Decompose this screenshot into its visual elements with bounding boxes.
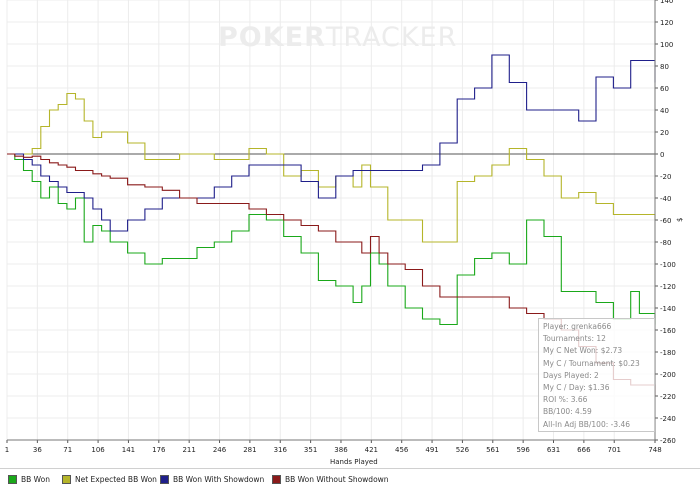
y-tick-label: -160 (660, 327, 676, 335)
series-line-4 (7, 153, 656, 396)
x-tick-label: 561 (486, 446, 499, 454)
x-tick-label: 71 (63, 446, 72, 454)
x-tick-label: 176 (152, 446, 166, 454)
legend: BB Won Net Expected BB Won BB Won With Sho… (0, 468, 700, 496)
tooltip-line: All-In Adj BB/100: -3.46 (543, 419, 631, 429)
x-tick-label: 456 (395, 446, 409, 454)
legend-label: BB Won With Showdown (173, 475, 265, 484)
x-tick-label: 1 (5, 446, 9, 454)
legend-swatch (272, 475, 281, 484)
y-tick-label: -20 (660, 173, 671, 181)
x-tick-label: 106 (91, 446, 105, 454)
legend-label: BB Won Without Showdown (285, 475, 389, 484)
watermark-light: TRACKER (325, 22, 458, 53)
x-tick-label: 36 (33, 446, 42, 454)
tooltip-line: Player: grenka666 (543, 322, 612, 331)
y-tick-label: -100 (660, 261, 676, 269)
x-tick-label: 386 (334, 446, 348, 454)
y-tick-label: 140 (660, 0, 673, 5)
watermark-bold: POKER (218, 22, 326, 53)
x-tick-label: 526 (456, 446, 470, 454)
y-tick-label: 0 (660, 151, 664, 159)
x-tick-label: 596 (516, 446, 530, 454)
tooltip-line: My C Net Won: $2.73 (543, 346, 623, 356)
y-tick-label: -200 (660, 371, 676, 379)
series-line-1 (7, 153, 656, 326)
tooltip-line: Days Played: 2 (543, 370, 599, 380)
x-tick-label: 631 (547, 446, 560, 454)
tooltip-line: My C / Tournament: $0.23 (543, 358, 640, 368)
x-axis-label: Hands Played (330, 458, 378, 466)
pokertracker-watermark: POKERTRACKER (218, 22, 457, 53)
tooltip-line: ROI %: 3.66 (543, 395, 588, 405)
axes: 1 36 71 106 141 176 211 246 281 316 351 386 421 456 49… (5, 0, 676, 454)
x-tick-label: 748 (648, 446, 661, 454)
y-tick-label: -60 (660, 217, 671, 225)
tooltip-line: BB/100: 4.59 (543, 407, 592, 417)
y-tick-label: -260 (660, 437, 676, 445)
x-tick-label: 421 (365, 446, 378, 454)
y-tick-label: -240 (660, 415, 676, 423)
series-line-3 (7, 54, 656, 232)
x-tick-label: 246 (213, 446, 227, 454)
y-tick-label: -180 (660, 349, 676, 357)
series-lines (7, 54, 656, 396)
x-tick-label: 281 (243, 446, 256, 454)
y-tick-label: 80 (660, 63, 669, 71)
x-tick-label: 666 (577, 446, 591, 454)
x-tick-label: 351 (304, 446, 317, 454)
legend-item[interactable]: BB Won (8, 475, 50, 484)
y-axis-label: $ (676, 218, 684, 222)
legend-swatch (160, 475, 169, 484)
legend-item[interactable]: BB Won With Showdown (160, 475, 264, 484)
stats-tooltip: Player: grenka666 Tournaments: 12 My C Net… (538, 318, 655, 432)
legend-swatch (8, 475, 17, 484)
legend-item[interactable]: BB Won Without Showdown (272, 475, 389, 484)
x-tick-label: 701 (608, 446, 621, 454)
y-tick-label: -120 (660, 283, 676, 291)
y-tick-label: 100 (660, 41, 673, 49)
y-tick-label: -140 (660, 305, 676, 313)
y-tick-label: 60 (660, 85, 669, 93)
y-tick-label: 20 (660, 129, 669, 137)
y-tick-label: -80 (660, 239, 671, 247)
legend-item[interactable]: Net Expected BB Won (62, 475, 157, 484)
y-tick-label: -40 (660, 195, 671, 203)
y-tick-label: 40 (660, 107, 669, 115)
x-tick-label: 316 (274, 446, 288, 454)
y-tick-label: 120 (660, 19, 673, 27)
tooltip-line: My C / Day: $1.36 (543, 383, 610, 393)
tooltip-line: Tournaments: 12 (543, 334, 606, 344)
x-tick-label: 211 (182, 446, 195, 454)
y-tick-label: -220 (660, 393, 676, 401)
x-tick-label: 491 (425, 446, 438, 454)
legend-label: Net Expected BB Won (75, 475, 157, 484)
x-tick-label: 141 (122, 446, 135, 454)
legend-swatch (62, 475, 71, 484)
legend-label: BB Won (21, 475, 50, 484)
